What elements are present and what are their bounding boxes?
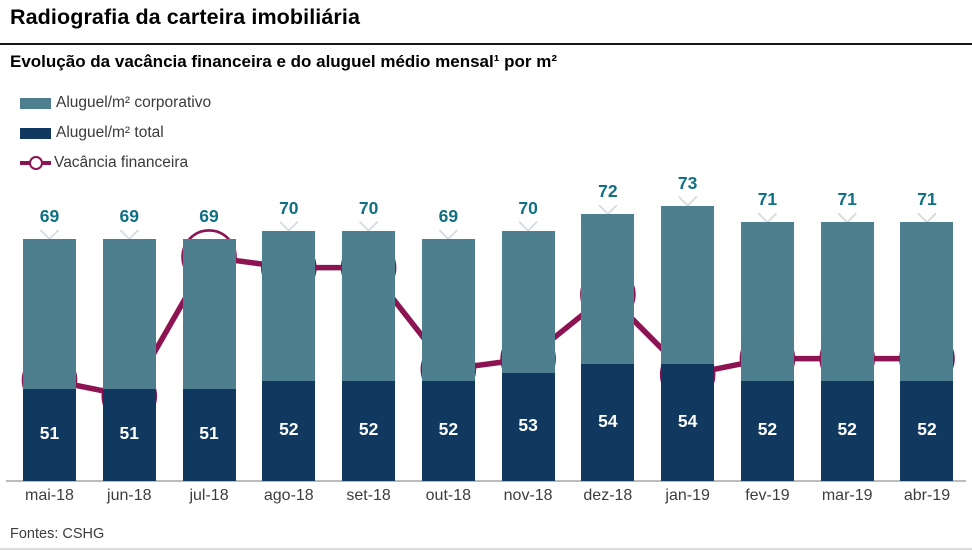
corporativo-swatch-icon	[20, 97, 51, 109]
bar-total	[342, 380, 396, 481]
total-value-label: 51	[119, 423, 139, 444]
total-value-label: 52	[757, 418, 778, 439]
corporativo-value-label: 70	[358, 197, 379, 218]
x-axis-label: fev-19	[745, 487, 790, 504]
corporativo-value-label: 69	[39, 205, 60, 226]
total-value-label: 52	[917, 418, 937, 439]
total-value-label: 52	[837, 418, 857, 439]
x-axis-label: nov-18	[503, 487, 553, 504]
chart-subtitle: Evolução da vacância financeira e do alu…	[10, 52, 557, 71]
bar-total	[661, 364, 715, 481]
legend-label: Aluguel/m² corporativo	[56, 94, 212, 111]
total-value-label: 52	[438, 418, 459, 439]
vacancy-line	[46, 254, 930, 399]
bar-total	[581, 364, 635, 481]
legend-item-vacancia: Vacância financeira	[20, 152, 211, 174]
bar-total	[102, 389, 156, 481]
bar-total	[900, 380, 954, 481]
bottom-divider	[0, 548, 972, 550]
total-value-label: 53	[518, 414, 538, 435]
x-axis-label: ago-18	[263, 487, 314, 504]
bar-total	[262, 380, 316, 481]
total-value-label: 51	[199, 423, 219, 444]
x-axis-label: dez-18	[583, 487, 633, 504]
line-marker-icon	[20, 156, 51, 170]
total-value-label: 52	[358, 418, 379, 439]
page-title: Radiografia da carteira imobiliária	[10, 5, 361, 29]
x-axis-label: mar-19	[821, 487, 873, 504]
title-divider	[0, 43, 972, 45]
bar-total	[23, 389, 76, 481]
corporativo-value-label: 73	[677, 172, 698, 193]
total-value-label: 54	[677, 410, 698, 431]
legend-item-total: Aluguel/m² total	[20, 122, 211, 144]
x-axis-line	[6, 480, 966, 482]
total-value-label: 54	[598, 410, 618, 431]
bar-total	[421, 380, 475, 481]
corporativo-value-label: 69	[199, 205, 219, 226]
bar-total	[182, 389, 236, 481]
chart-legend: Aluguel/m² corporativo Aluguel/m² total …	[20, 92, 211, 182]
x-axis-label: jan-19	[665, 487, 710, 504]
x-axis-label: jul-18	[189, 487, 229, 504]
corporativo-value-label: 71	[837, 189, 857, 210]
corporativo-value-label: 71	[757, 189, 778, 210]
corporativo-value-label: 69	[438, 205, 459, 226]
bar-total	[820, 380, 874, 481]
legend-label: Vacância financeira	[54, 154, 189, 171]
corporativo-value-label: 69	[119, 205, 139, 226]
total-value-label: 51	[39, 423, 60, 444]
legend-label: Aluguel/m² total	[56, 124, 164, 141]
corporativo-value-label: 71	[917, 189, 937, 210]
x-axis-label: jun-18	[107, 487, 152, 504]
legend-item-corporativo: Aluguel/m² corporativo	[20, 92, 211, 114]
total-value-label: 52	[279, 418, 299, 439]
corporativo-value-label: 72	[598, 180, 618, 201]
x-axis-label: mai-18	[25, 487, 74, 504]
x-axis-label: set-18	[346, 487, 391, 504]
total-swatch-icon	[20, 127, 51, 139]
corporativo-value-label: 70	[518, 197, 538, 218]
bar-total	[501, 372, 555, 481]
corporativo-value-label: 70	[279, 197, 299, 218]
sources-note: Fontes: CSHG	[10, 526, 105, 542]
x-axis-label: out-18	[425, 487, 472, 504]
x-axis-label: abr-19	[903, 487, 951, 504]
bar-total	[740, 380, 794, 481]
